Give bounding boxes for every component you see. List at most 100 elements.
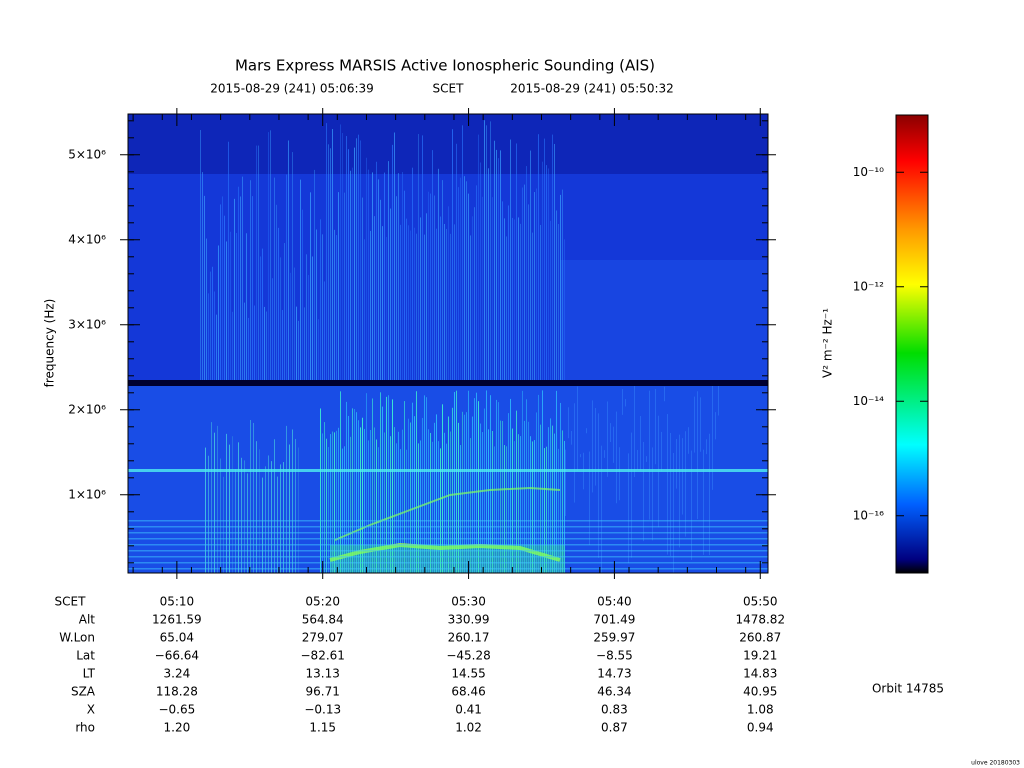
spectrogram-stripe xyxy=(688,427,689,454)
spectrogram-stripe xyxy=(358,134,359,380)
spectrogram-stripe xyxy=(302,209,303,380)
spectrogram-stripe xyxy=(432,150,433,380)
spectrogram-stripe xyxy=(326,438,327,573)
spectrogram-stripe xyxy=(212,266,213,380)
spectrogram-stripe xyxy=(378,179,379,380)
x-tick-label: 05:40 xyxy=(597,595,632,609)
ephemeris-value: 1.15 xyxy=(309,721,336,735)
spectrogram-stripe xyxy=(460,177,461,380)
spectrogram-stripe xyxy=(346,136,347,380)
spectrogram-stripe xyxy=(514,219,515,380)
spectrogram-stripe xyxy=(530,436,531,573)
spectrogram-stripe xyxy=(362,417,363,573)
spectrogram xyxy=(128,114,768,573)
spectrogram-stripe xyxy=(412,167,413,380)
spectrogram-stripe xyxy=(256,145,257,380)
spectrogram-stripe xyxy=(530,150,531,380)
spectrogram-stripe xyxy=(667,414,668,555)
spectrogram-stripe xyxy=(480,162,481,380)
spectrogram-stripe xyxy=(679,434,680,548)
ephemeris-value: 1478.82 xyxy=(735,613,785,627)
spectrogram-stripe xyxy=(556,210,557,380)
colorbar xyxy=(895,114,929,574)
spectrogram-stripe xyxy=(514,441,515,573)
spectrogram-stripe xyxy=(218,245,219,380)
spectrogram-stripe xyxy=(208,455,209,573)
spectrogram-stripe xyxy=(378,447,379,573)
spectrogram-stripe xyxy=(354,147,355,380)
spectrogram-stripe xyxy=(342,448,343,573)
spectrogram-stripe xyxy=(565,449,566,517)
spectrogram-stripe xyxy=(438,168,439,380)
spectrogram-stripe xyxy=(316,229,317,380)
spectrogram-stripe xyxy=(494,140,495,380)
spectrogram-stripe xyxy=(295,438,296,573)
spectrogram-stripe xyxy=(394,132,395,380)
spectrogram-stripe xyxy=(388,395,389,573)
spectrogram-stripe xyxy=(296,306,297,380)
ephemeris-value: 13.13 xyxy=(306,667,340,681)
spectrogram-stripe xyxy=(277,476,278,573)
spectrogram-stripe xyxy=(414,227,415,380)
spectrogram-stripe xyxy=(268,132,269,380)
spectrogram-stripe xyxy=(434,422,435,573)
spectrogram-stripe xyxy=(528,421,529,573)
ephemeris-value: 330.99 xyxy=(448,613,490,627)
spectrogram-stripe xyxy=(226,433,227,573)
spectrogram-stripe xyxy=(476,185,477,380)
spectrogram-stripe xyxy=(446,443,447,573)
spectrogram-stripe xyxy=(625,399,626,407)
ephemeris-value: 1.02 xyxy=(455,721,482,735)
spectrogram-stripe xyxy=(412,402,413,573)
spectrogram-stripe xyxy=(418,443,419,573)
spectrogram-stripe xyxy=(259,449,260,573)
spectrogram-stripe xyxy=(354,409,355,573)
spectrogram-stripe xyxy=(460,445,461,573)
spectrogram-stripe xyxy=(538,394,539,573)
spectrogram-stripe xyxy=(506,446,507,573)
spectrogram-stripe xyxy=(202,172,203,380)
spectrogram-stripe xyxy=(540,424,541,573)
spectrogram-stripe xyxy=(546,165,547,380)
spectrogram-stripe xyxy=(368,440,369,573)
plot-frame xyxy=(127,113,769,574)
spectrogram-stripe xyxy=(548,427,549,573)
spectrogram-stripe xyxy=(474,207,475,380)
spectrogram-stripe xyxy=(286,174,287,380)
spectrogram-stripe xyxy=(664,386,665,402)
spectrogram-stripe xyxy=(715,412,716,440)
spectrogram-stripe xyxy=(428,191,429,380)
spectrogram-stripe xyxy=(462,411,463,573)
spectrogram-stripe xyxy=(508,205,509,380)
ephemeris-value: 14.73 xyxy=(597,667,631,681)
spectrogram-stripe xyxy=(444,432,445,573)
spectrogram-stripe xyxy=(276,204,277,380)
spectrogram-stripe xyxy=(216,314,217,380)
spectrogram-stripe xyxy=(474,398,475,573)
spectrogram-stripe xyxy=(700,397,701,452)
spectrogram-stripe xyxy=(288,140,289,380)
spectrogram-stripe xyxy=(649,390,650,520)
spectrogram-stripe xyxy=(278,227,279,380)
spectrogram-stripe xyxy=(300,179,301,380)
colorbar-tick-label: 10⁻¹⁰ xyxy=(853,165,884,179)
spectrogram-stripe xyxy=(236,232,237,380)
spectrogram-stripe xyxy=(282,310,283,380)
spectrogram-stripe xyxy=(500,420,501,573)
spectrogram-line xyxy=(128,538,768,540)
spectrogram-stripe xyxy=(468,193,469,380)
spectrogram-stripe xyxy=(604,450,605,458)
spectrogram-stripe xyxy=(685,431,686,537)
spectrogram-stripe xyxy=(332,431,333,573)
spectrogram-stripe xyxy=(334,229,335,380)
spectrogram-stripe xyxy=(268,455,269,573)
ephemeris-name: SZA xyxy=(71,685,96,699)
spectrogram-line xyxy=(128,469,768,472)
spectrogram-stripe xyxy=(394,427,395,573)
spectrogram-stripe xyxy=(368,169,369,380)
spectrogram-stripe xyxy=(286,425,287,573)
spectrogram-stripe xyxy=(232,436,233,573)
spectrogram-stripe xyxy=(456,390,457,573)
spectrogram-stripe xyxy=(352,408,353,573)
spectrogram-stripe xyxy=(326,123,327,381)
